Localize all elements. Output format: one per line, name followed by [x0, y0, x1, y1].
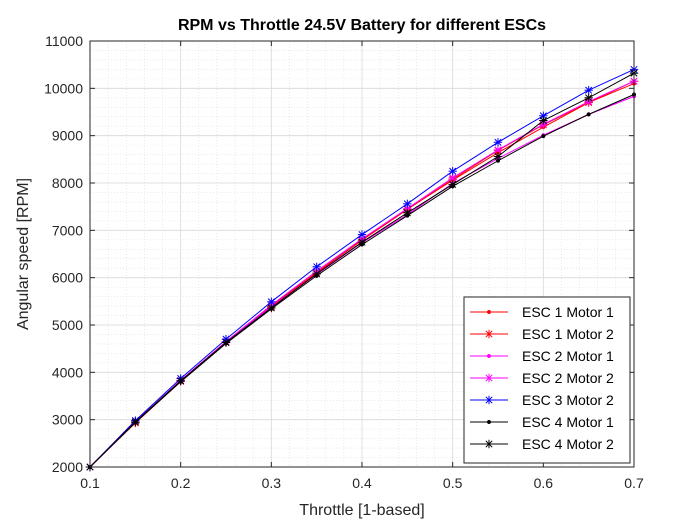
- legend-item: ESC 4 Motor 2: [470, 436, 614, 452]
- star-stroke: [403, 200, 411, 208]
- legend-item: ESC 2 Motor 2: [470, 370, 614, 386]
- legend-item: ESC 3 Motor 2: [470, 392, 614, 408]
- y-tick-label: 7000: [52, 222, 83, 238]
- axis-ticks: [89, 40, 635, 468]
- star-stroke: [358, 231, 366, 239]
- legend-item: ESC 1 Motor 2: [470, 326, 614, 342]
- legend-label: ESC 2 Motor 2: [522, 370, 614, 386]
- star-stroke: [494, 138, 502, 146]
- star-stroke: [539, 116, 547, 125]
- x-axis-label: Throttle [1-based]: [299, 502, 424, 519]
- y-tick-label: 11000: [45, 33, 83, 49]
- x-tick-label: 0.7: [624, 475, 644, 491]
- y-axis-label: Angular speed [RPM]: [15, 178, 32, 330]
- data-point-esc-3-motor-2: [357, 230, 367, 239]
- star-stroke: [494, 152, 502, 161]
- star-stroke: [131, 418, 139, 426]
- legend-swatch-marker: [484, 329, 494, 339]
- legend-item: ESC 4 Motor 1: [470, 414, 614, 430]
- legend-label: ESC 3 Motor 2: [522, 392, 614, 408]
- star-stroke: [313, 270, 321, 278]
- star-stroke: [267, 298, 275, 306]
- chart-title: RPM vs Throttle 24.5V Battery for differ…: [178, 17, 546, 34]
- y-tick-label: 5000: [52, 317, 83, 333]
- star-stroke: [222, 338, 230, 347]
- x-tick-label: 0.1: [80, 475, 100, 491]
- data-point-esc-4-motor-2: [176, 376, 185, 386]
- legend: ESC 1 Motor 1 ESC 1 Motor 2 ESC 2 Motor 1 E…: [463, 296, 631, 464]
- star-stroke: [267, 304, 275, 312]
- legend-swatch-marker: [484, 395, 494, 405]
- legend-swatch-marker: [484, 373, 494, 383]
- y-tick-label: 9000: [52, 128, 83, 144]
- data-point-esc-4-motor-2: [493, 152, 503, 161]
- data-point-esc-3-motor-2: [493, 138, 503, 147]
- legend-label: ESC 1 Motor 1: [522, 304, 614, 320]
- star-stroke: [177, 377, 185, 385]
- data-point-esc-4-motor-2: [221, 338, 231, 347]
- y-tick-label: 2000: [52, 459, 83, 475]
- data-point-esc-4-motor-2: [403, 208, 412, 218]
- y-tick-label: 3000: [52, 412, 83, 428]
- legend-label: ESC 4 Motor 2: [522, 436, 614, 452]
- star-stroke: [449, 174, 457, 182]
- y-tick-labels: 2000 3000 4000 5000 6000 7000 8000 9000 10000 110…: [44, 33, 83, 475]
- star-stroke: [485, 330, 493, 338]
- y-tick-label: 10000: [44, 80, 83, 96]
- star-stroke: [449, 167, 457, 175]
- data-point-esc-3-motor-2: [312, 262, 321, 271]
- data-point-esc-4-motor-2: [267, 303, 276, 313]
- star-stroke: [494, 146, 502, 154]
- y-tick-label: 6000: [52, 270, 83, 286]
- data-point-esc-4-motor-2: [448, 180, 457, 189]
- data-point-esc-2-motor-2: [493, 145, 503, 155]
- star-stroke: [485, 374, 493, 382]
- data-point-esc-3-motor-2: [448, 166, 457, 176]
- x-tick-label: 0.4: [352, 475, 372, 491]
- x-tick-label: 0.6: [534, 475, 554, 491]
- star-stroke: [585, 94, 593, 102]
- data-point-esc-4-motor-1: [586, 112, 591, 117]
- star-stroke: [485, 396, 493, 404]
- x-tick-label: 0.2: [171, 475, 191, 491]
- x-tick-labels: 0.1 0.2 0.3 0.4 0.5 0.6 0.7: [80, 475, 644, 491]
- data-point-esc-4-motor-2: [131, 417, 140, 427]
- star-stroke: [585, 86, 593, 94]
- series-esc-4-motor-2: [85, 68, 639, 472]
- legend-label: ESC 2 Motor 1: [522, 348, 614, 364]
- data-point-esc-4-motor-2: [357, 237, 367, 247]
- data-point-esc-3-motor-2: [584, 86, 593, 95]
- y-tick-label: 4000: [52, 364, 83, 380]
- legend-swatch-marker: [484, 439, 494, 449]
- legend-label: ESC 1 Motor 2: [522, 326, 614, 342]
- star-stroke: [313, 263, 321, 271]
- star-stroke: [358, 238, 366, 246]
- data-point-esc-4-motor-2: [312, 269, 321, 279]
- y-tick-label: 8000: [52, 175, 83, 191]
- series-layer: [85, 65, 639, 472]
- data-point-esc-4-motor-2: [539, 116, 548, 125]
- star-stroke: [485, 440, 493, 448]
- star-stroke: [449, 180, 457, 188]
- data-point-esc-4-motor-2: [584, 93, 593, 102]
- star-stroke: [403, 209, 411, 217]
- legend-label: ESC 4 Motor 1: [522, 414, 614, 430]
- data-point-esc-3-motor-2: [403, 199, 412, 209]
- legend-item: ESC 2 Motor 1: [470, 348, 614, 364]
- x-tick-label: 0.5: [443, 475, 463, 491]
- legend-item: ESC 1 Motor 1: [470, 304, 614, 320]
- legend-swatch-marker: [486, 309, 492, 315]
- data-point-esc-4-motor-1: [541, 134, 546, 139]
- x-tick-label: 0.3: [262, 475, 282, 491]
- data-point-esc-3-motor-2: [267, 297, 276, 307]
- legend-swatch-marker: [486, 419, 492, 425]
- legend-swatch-marker: [486, 353, 492, 359]
